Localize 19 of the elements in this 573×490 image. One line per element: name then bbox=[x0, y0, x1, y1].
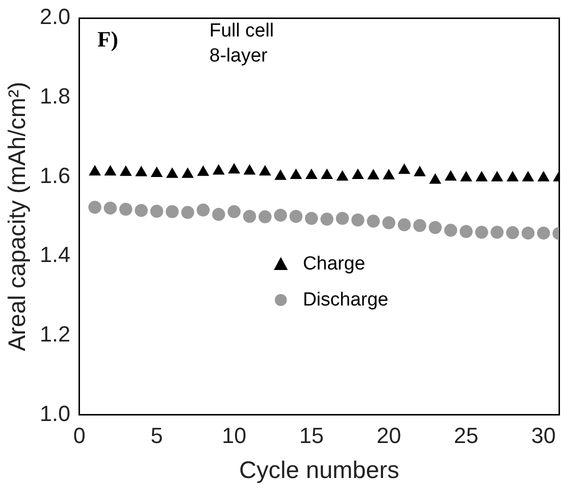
x-tick-label: 25 bbox=[454, 423, 478, 448]
y-axis-title: Areal capacity (mAh/cm²) bbox=[4, 82, 32, 352]
x-tick-label: 10 bbox=[222, 423, 246, 448]
x-tick-label: 15 bbox=[299, 423, 324, 448]
x-tick-label: 0 bbox=[73, 423, 86, 448]
y-tick-label: 1.4 bbox=[40, 242, 70, 268]
annotation: Full cell 8-layer bbox=[209, 20, 274, 67]
x-axis-title: Cycle numbers bbox=[239, 457, 400, 484]
annotation: F) bbox=[97, 26, 118, 52]
y-tick-label: 1.2 bbox=[40, 322, 70, 347]
y-tick-label: 1.6 bbox=[40, 162, 70, 188]
y-tick-label: 2.0 bbox=[40, 4, 70, 30]
x-tick-label: 5 bbox=[150, 423, 163, 448]
legend-label: Charge bbox=[302, 253, 366, 274]
y-tick-label: 1.8 bbox=[40, 83, 70, 108]
x-tick-label: 30 bbox=[531, 423, 556, 448]
legend-label: Discharge bbox=[302, 289, 388, 310]
x-tick-label: 20 bbox=[376, 423, 402, 448]
y-tick-label: 1.0 bbox=[40, 400, 70, 426]
